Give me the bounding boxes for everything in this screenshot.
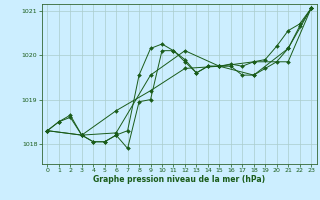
X-axis label: Graphe pression niveau de la mer (hPa): Graphe pression niveau de la mer (hPa) — [93, 175, 265, 184]
